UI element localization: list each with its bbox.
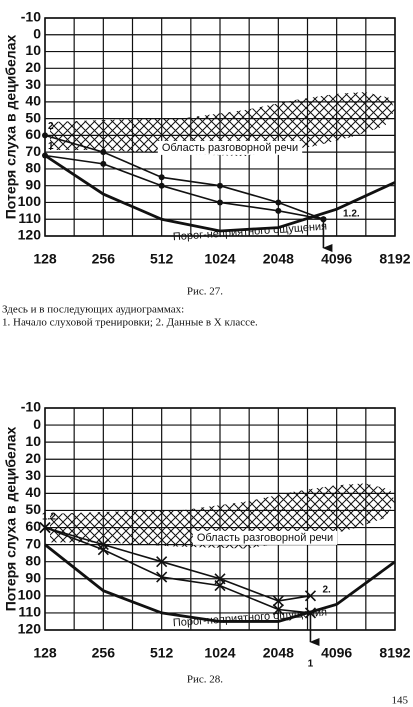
y-tick-label: 60 <box>25 518 41 534</box>
y-tick-label: 50 <box>25 109 41 125</box>
y-tick-label: 50 <box>25 501 41 517</box>
annotation: Область разговорной речи <box>162 142 298 154</box>
x-tick-label: 256 <box>92 251 116 267</box>
annotation: 1.2. <box>42 512 59 523</box>
y-tick-label: 90 <box>25 176 41 192</box>
y-tick-label: 100 <box>18 193 42 209</box>
y-tick-label: 120 <box>18 621 42 637</box>
x-tick-label: 2048 <box>263 645 294 661</box>
y-tick-label: 100 <box>18 587 42 603</box>
y-tick-label: 90 <box>25 569 41 585</box>
annotation: 1.2. <box>343 209 360 220</box>
point <box>39 521 51 534</box>
y-tick-label: -10 <box>21 399 41 415</box>
x-tick-label: 128 <box>33 645 57 661</box>
point <box>42 132 48 139</box>
point <box>156 571 168 583</box>
y-tick-label: 0 <box>33 416 41 432</box>
y-tick-label: 80 <box>25 160 41 176</box>
point <box>275 207 282 214</box>
x-tick-label: 4096 <box>321 251 352 267</box>
series-label: 2 <box>48 121 54 132</box>
point <box>100 149 107 156</box>
y-tick-label: 80 <box>25 552 41 568</box>
series-line <box>44 543 396 623</box>
series-line <box>44 154 396 233</box>
caption: Рис. 28. <box>187 674 223 686</box>
x-tick-label: 8192 <box>379 251 410 267</box>
series-label: 2. <box>322 584 331 595</box>
y-tick-label: 10 <box>25 433 41 449</box>
point <box>97 539 109 551</box>
y-tick-label: 60 <box>25 126 41 142</box>
point <box>275 199 282 206</box>
x-tick-label: 512 <box>150 645 174 661</box>
y-tick-label: 20 <box>25 450 41 466</box>
point <box>156 556 168 568</box>
curve-label: Порог-неприятного ощущения <box>173 221 328 244</box>
point <box>100 160 107 167</box>
x-tick-label: 2048 <box>263 251 294 267</box>
point <box>272 595 284 607</box>
y-tick-label: 40 <box>25 93 41 109</box>
series-line <box>44 526 311 602</box>
point <box>304 590 317 602</box>
x-tick-label: 1024 <box>204 645 235 661</box>
y-tick-label: 30 <box>25 467 41 483</box>
y-tick-label: 0 <box>33 25 41 41</box>
annotation-bg <box>157 140 303 155</box>
y-tick-label: 110 <box>18 604 41 620</box>
y-tick-label: 120 <box>18 227 42 243</box>
y-tick-label: 40 <box>25 484 41 500</box>
note-line: Здесь и в последующих аудиограммах: <box>2 304 184 316</box>
series-line <box>44 154 324 221</box>
series-label: 1 <box>308 659 314 670</box>
series-line <box>44 134 324 220</box>
y-tick-label: 70 <box>25 535 41 551</box>
point <box>158 182 165 189</box>
series-label: 1 <box>48 141 54 152</box>
y-axis-title: Потеря слуха в децибелах <box>3 35 19 220</box>
x-tick-label: 256 <box>92 645 116 661</box>
y-tick-label: 70 <box>25 143 41 159</box>
point <box>217 199 223 206</box>
note-line: 1. Начало слуховой тренировки; 2. Данные… <box>2 317 258 329</box>
x-tick-label: 1024 <box>204 251 235 267</box>
y-tick-label: 110 <box>18 210 41 226</box>
page-number: 145 <box>392 695 409 707</box>
y-axis-title: Потеря слуха в децибелах <box>3 427 19 612</box>
y-tick-label: -10 <box>21 9 41 25</box>
annotation: Область разговорной речи <box>197 532 333 544</box>
y-tick-label: 10 <box>25 42 41 58</box>
plot-frame <box>44 17 396 237</box>
caption: Рис. 27. <box>187 286 223 298</box>
point <box>272 603 284 616</box>
point <box>158 174 165 181</box>
point <box>217 182 223 189</box>
series-line <box>44 526 311 614</box>
y-tick-label: 20 <box>25 59 41 75</box>
point <box>214 573 226 585</box>
x-tick-label: 512 <box>150 251 174 267</box>
annotation-bg <box>192 530 338 545</box>
plot-frame <box>44 407 396 631</box>
curve-label: Порог-неприятного ощущения <box>173 607 328 630</box>
x-tick-label: 4096 <box>321 645 352 661</box>
point <box>320 216 327 223</box>
y-tick-label: 30 <box>25 76 41 92</box>
x-tick-label: 8192 <box>379 645 410 661</box>
speech-area <box>50 92 395 156</box>
x-tick-label: 128 <box>33 251 57 267</box>
